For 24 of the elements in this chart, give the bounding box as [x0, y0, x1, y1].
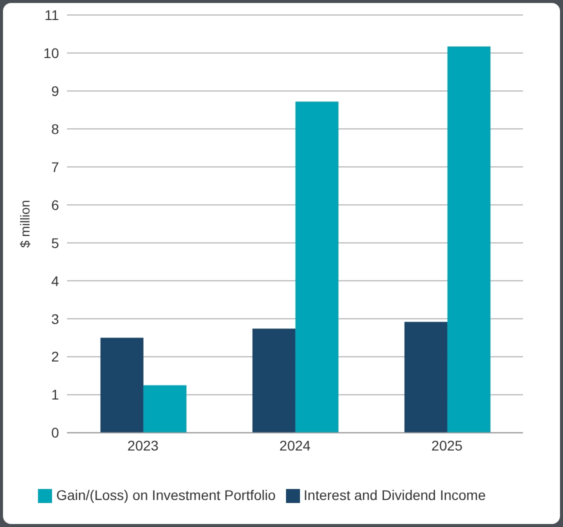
x-tick-label: 2025 [431, 438, 463, 454]
y-tick-label: 6 [51, 196, 60, 213]
bar [447, 46, 490, 433]
bar [100, 338, 144, 433]
y-tick-label: 11 [44, 6, 60, 23]
y-tick-label: 5 [51, 234, 60, 251]
bar [404, 322, 448, 433]
y-tick-label: 4 [51, 272, 60, 289]
legend-label: Interest and Dividend Income [304, 486, 486, 503]
bar [143, 385, 186, 433]
y-tick-label: 2 [51, 348, 60, 365]
y-tick-label: 3 [51, 310, 60, 327]
legend-label: Gain/(Loss) on Investment Portfolio [56, 486, 276, 503]
y-axis-title: $ million [18, 200, 33, 248]
x-tick-label: 2024 [279, 438, 311, 454]
bar [252, 328, 296, 433]
y-tick-label: 9 [51, 82, 60, 99]
y-tick-label: 1 [51, 386, 60, 403]
y-tick-label: 7 [51, 158, 60, 175]
y-tick-label: 10 [43, 44, 60, 61]
bar [295, 102, 338, 433]
y-tick-label: 8 [51, 120, 60, 137]
y-tick-label: 0 [51, 424, 60, 441]
x-tick-label: 2023 [127, 438, 159, 454]
